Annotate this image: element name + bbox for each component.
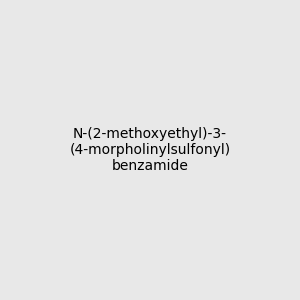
Text: N-(2-methoxyethyl)-3-
(4-morpholinylsulfonyl)
benzamide: N-(2-methoxyethyl)-3- (4-morpholinylsulf… xyxy=(69,127,231,173)
